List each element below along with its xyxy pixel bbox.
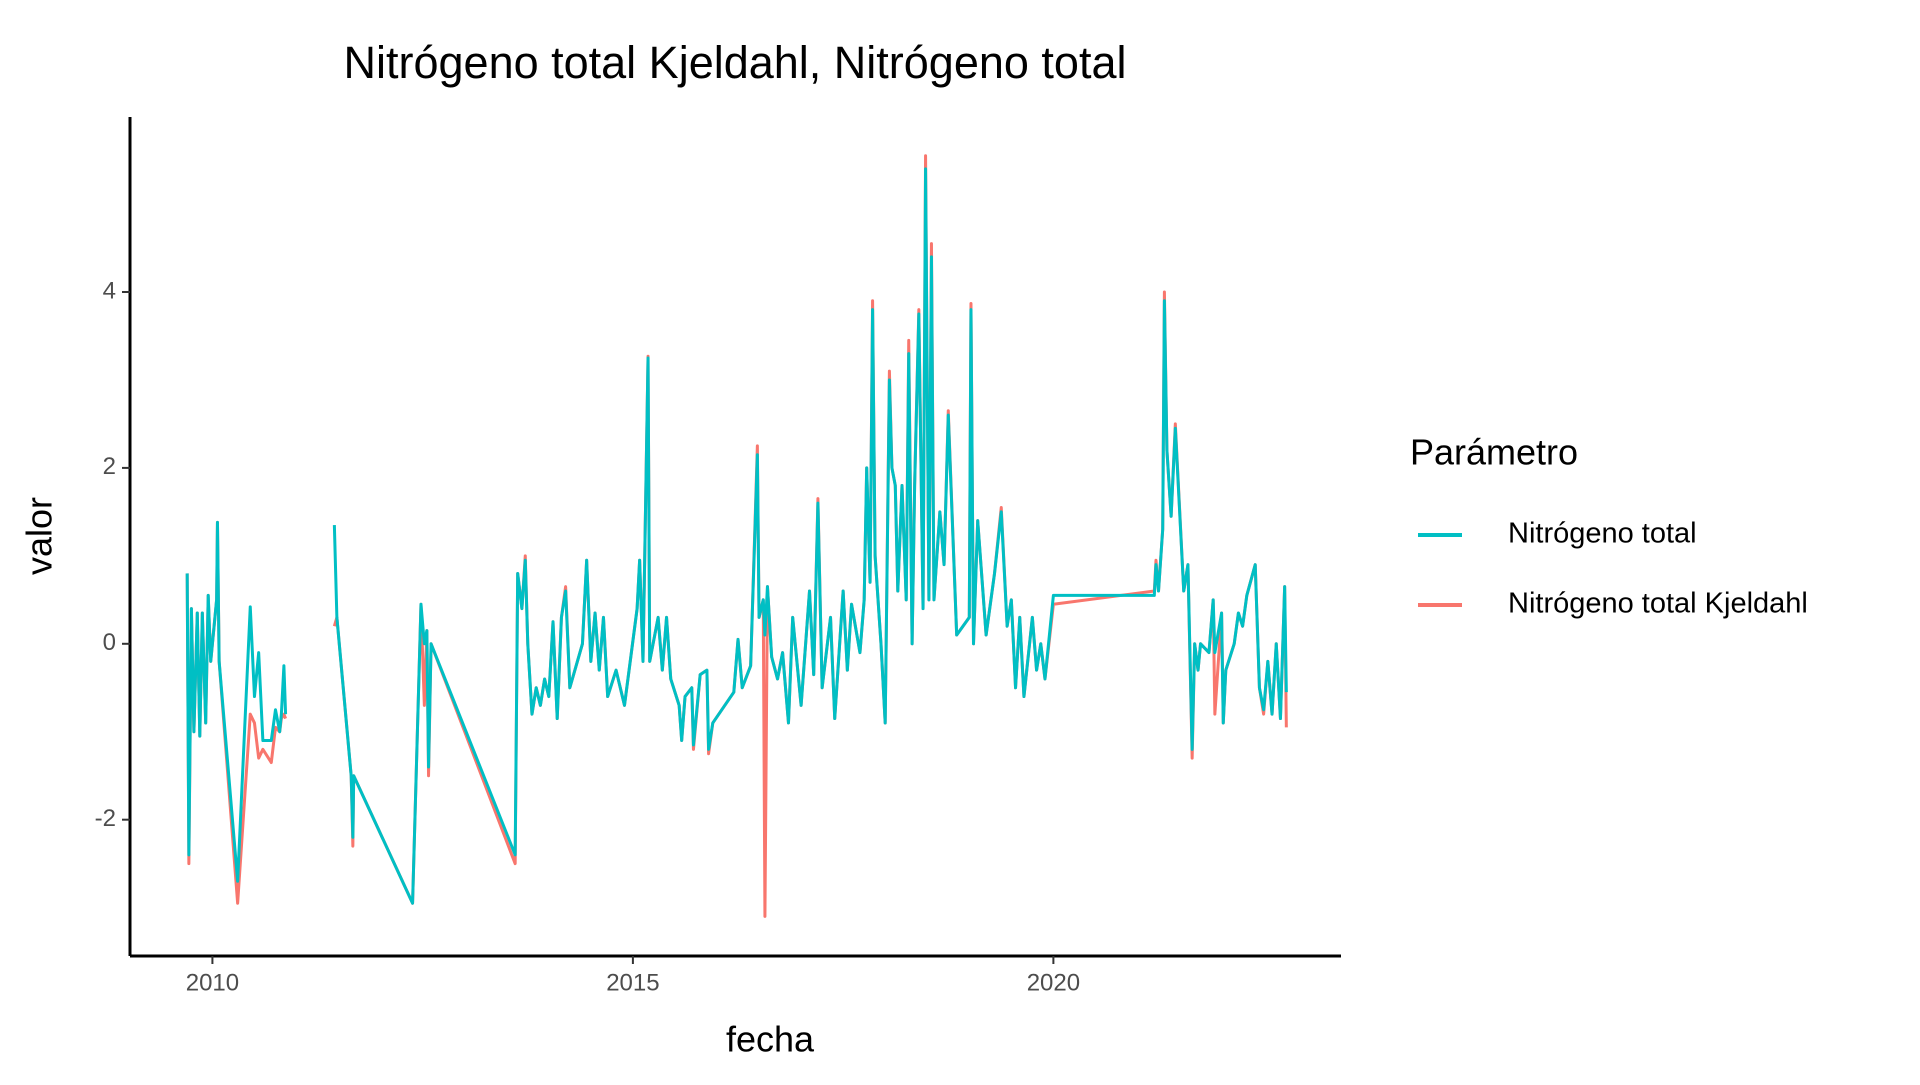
x-tick-label: 2020	[1027, 969, 1080, 996]
x-tick-label: 2010	[186, 969, 239, 996]
y-tick-label: 2	[103, 453, 116, 480]
series-line	[332, 154, 1288, 918]
y-tick-label: 0	[103, 629, 116, 656]
x-tick-label: 2015	[606, 969, 659, 996]
legend-label: Nitrógeno total	[1508, 518, 1697, 550]
legend-label: Nitrógeno total Kjeldahl	[1508, 588, 1808, 620]
series-line	[185, 520, 288, 883]
x-axis-label: fecha	[726, 1019, 815, 1060]
y-tick-label: -2	[95, 805, 116, 832]
y-axis-label: valor	[19, 497, 60, 575]
series-line	[332, 167, 1288, 905]
legend-title: Parámetro	[1410, 432, 1578, 473]
y-tick-label: 4	[103, 277, 116, 304]
chart-title: Nitrógeno total Kjeldahl, Nitrógeno tota…	[344, 37, 1127, 88]
series-line	[185, 520, 287, 905]
